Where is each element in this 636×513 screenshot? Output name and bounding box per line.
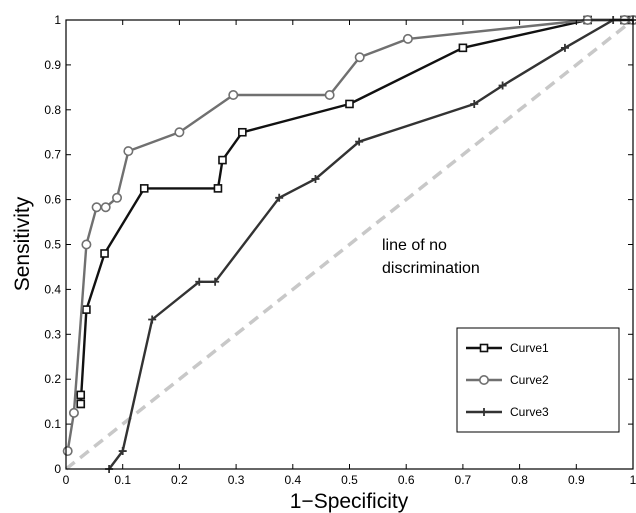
y-tick-label: 0.9 <box>44 58 61 72</box>
y-tick-label: 0.1 <box>44 417 61 431</box>
data-point-curve1 <box>76 399 86 409</box>
x-tick-label: 0.8 <box>511 473 528 487</box>
data-point-curve1 <box>238 127 247 137</box>
x-tick-label: 0 <box>63 473 70 487</box>
series-layer <box>62 15 636 473</box>
legend-entry-curve3: Curve3 <box>466 405 549 419</box>
reference-diagonal <box>64 18 635 471</box>
data-point-curve2 <box>174 127 185 138</box>
legend-entry-curve2: Curve2 <box>466 373 549 387</box>
data-point-curve2 <box>354 52 365 63</box>
data-point-curve1 <box>213 184 223 193</box>
x-tick-label: 1 <box>630 473 636 487</box>
x-tick-label: 0.2 <box>171 473 188 487</box>
data-point-curve2 <box>402 33 413 44</box>
data-point-curve3 <box>498 81 507 90</box>
legend: Curve1 Curve2 Curve3 <box>456 327 620 433</box>
data-point-curve3 <box>355 137 364 146</box>
series-curve2 <box>62 15 636 457</box>
data-point-curve1 <box>82 305 91 314</box>
data-point-curve2 <box>228 89 239 100</box>
legend-label: Curve3 <box>510 405 549 419</box>
x-tick-label: 0.9 <box>568 473 585 487</box>
legend-entry-curve1: Curve1 <box>466 341 549 355</box>
legend-swatch-marker <box>480 408 488 416</box>
data-point-curve2 <box>123 146 134 157</box>
data-point-curve1 <box>76 390 86 400</box>
annotation-line-2: discrimination <box>382 260 480 277</box>
legend-label: Curve1 <box>510 341 549 355</box>
legend-swatch-marker <box>478 374 489 385</box>
y-axis-label: Sensitivity <box>11 196 34 291</box>
x-tick-label: 0.4 <box>284 473 301 487</box>
y-tick-label: 0.5 <box>44 238 61 252</box>
data-point-curve3 <box>118 447 127 456</box>
data-point-curve3 <box>275 193 284 202</box>
data-point-curve2 <box>91 202 102 213</box>
data-point-curve3 <box>311 174 320 183</box>
x-tick-label: 0.6 <box>398 473 415 487</box>
annotation-line-1: line of no <box>382 237 447 254</box>
y-tick-label: 0.3 <box>44 327 61 341</box>
y-tick-label: 0.6 <box>44 193 61 207</box>
data-point-curve1 <box>139 184 149 193</box>
data-point-curve2 <box>62 446 73 457</box>
series-curve1 <box>76 15 636 409</box>
data-point-curve3 <box>560 43 569 52</box>
data-point-curve2 <box>112 192 123 203</box>
legend-swatch-marker <box>479 343 489 353</box>
data-point-curve3 <box>470 99 479 108</box>
series-line-curve1 <box>79 18 633 406</box>
data-point-curve2 <box>68 407 79 418</box>
tick-layer: 0 0.1 0.2 0.3 0.4 0.5 0.6 0.7 0.8 0.9 1 0 0.1 0.2 0.3 0… <box>44 13 636 487</box>
y-tick-label: 0 <box>54 462 61 476</box>
data-point-curve2 <box>81 239 92 250</box>
y-tick-label: 0.7 <box>44 148 61 162</box>
data-point-curve3 <box>211 277 220 286</box>
y-tick-label: 0.2 <box>44 372 61 386</box>
data-point-curve1 <box>458 43 468 53</box>
y-tick-label: 0.8 <box>44 103 61 117</box>
reference-line-layer <box>64 18 635 471</box>
data-point-curve3 <box>148 315 157 324</box>
legend-entries: Curve1 Curve2 Curve3 <box>466 341 549 419</box>
data-point-curve1 <box>345 99 354 109</box>
x-tick-label: 0.5 <box>341 473 358 487</box>
y-tick-label: 0.4 <box>44 282 61 296</box>
data-point-curve1 <box>100 249 109 258</box>
x-axis-label: 1−Specificity <box>290 490 409 513</box>
y-tick-label: 1 <box>54 13 61 27</box>
legend-label: Curve2 <box>510 373 549 387</box>
x-tick-label: 0.1 <box>114 473 131 487</box>
data-point-curve1 <box>218 155 227 165</box>
data-point-curve3 <box>195 277 204 286</box>
x-tick-label: 0.7 <box>455 473 472 487</box>
data-point-curve2 <box>324 89 335 100</box>
data-point-curve2 <box>100 202 111 213</box>
x-tick-label: 0.3 <box>228 473 245 487</box>
